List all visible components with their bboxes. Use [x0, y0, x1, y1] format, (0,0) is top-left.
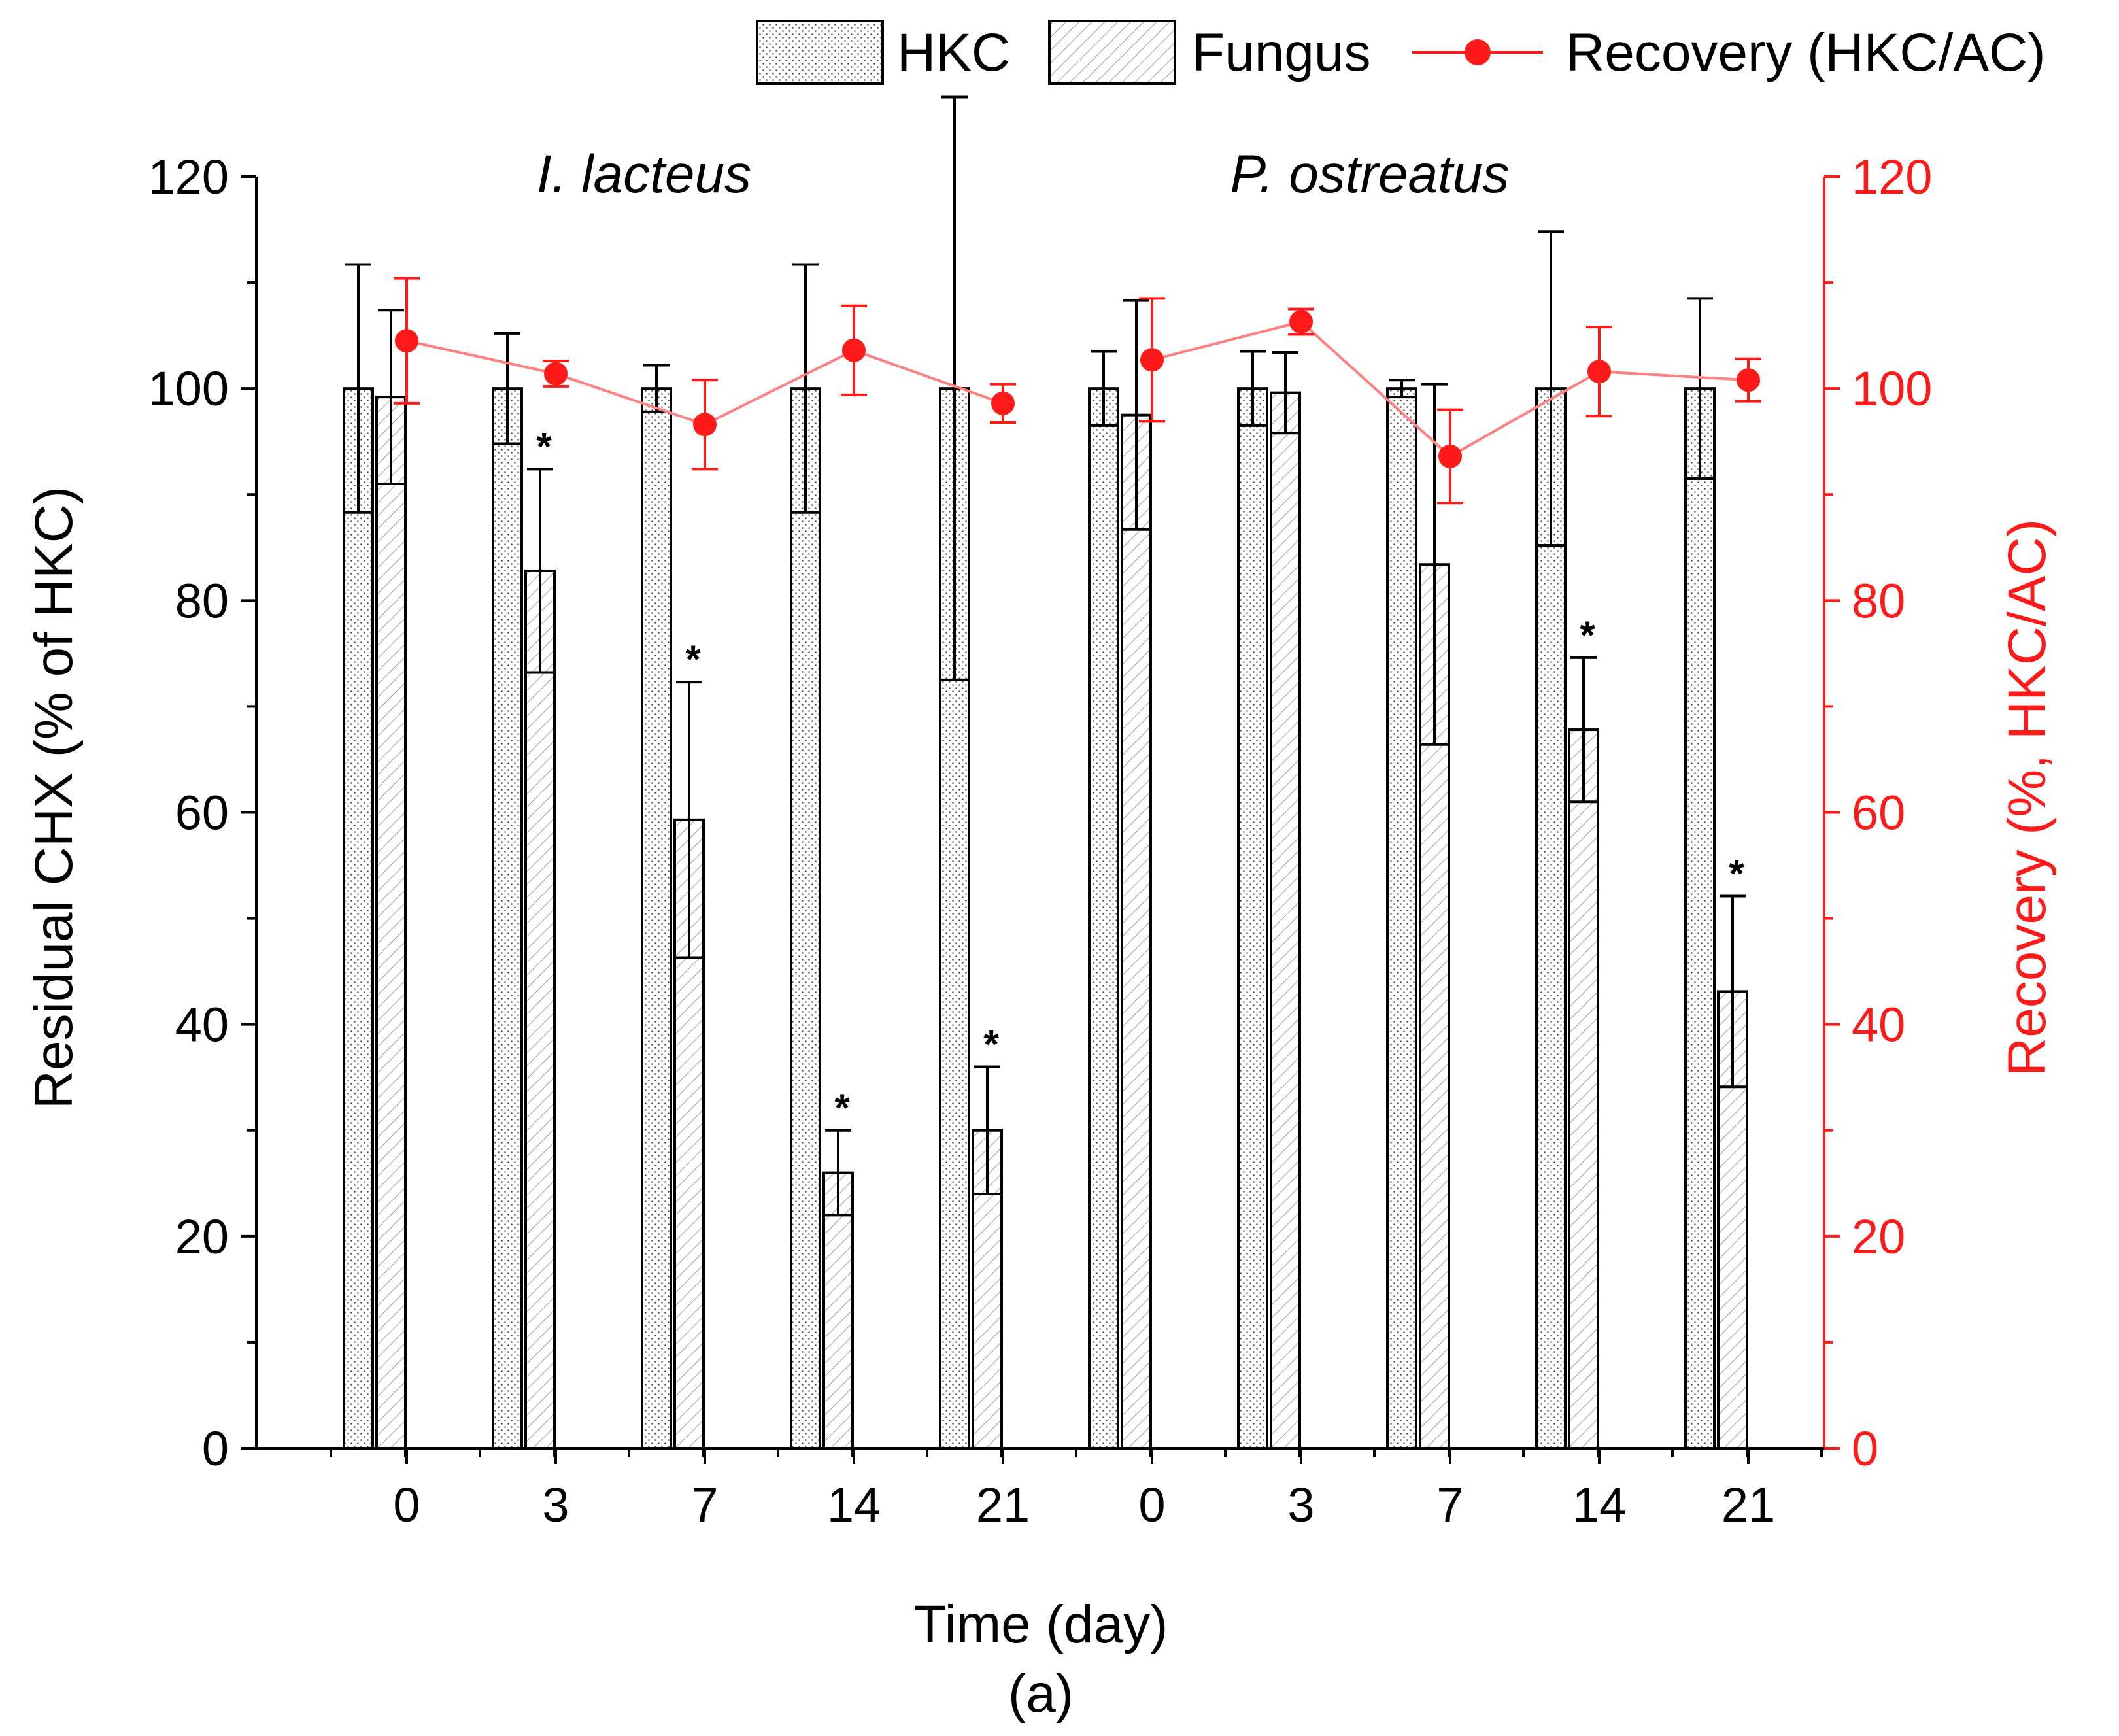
recovery-point	[1438, 444, 1462, 468]
bars: * * * * * *	[343, 95, 1748, 1450]
bar-fungus	[822, 1171, 854, 1450]
x-tick-label: 0	[1138, 1478, 1165, 1532]
legend-swatch-hkc	[756, 20, 884, 85]
y-tick-label: 60	[175, 786, 229, 840]
recovery-line	[394, 277, 1761, 505]
x-tick-label: 14	[1572, 1478, 1626, 1532]
significance-star: *	[1580, 613, 1595, 657]
bar-hkc	[1386, 387, 1417, 1450]
y-tick-label: 20	[175, 1210, 229, 1264]
y-tick-label: 40	[175, 998, 229, 1052]
recovery-point	[1289, 310, 1313, 334]
bar-hkc	[343, 387, 374, 1450]
bar-fungus	[1121, 413, 1152, 1450]
y-tick-label: 100	[148, 362, 229, 416]
y2-tick-label: 60	[1852, 786, 1905, 840]
significance-star: *	[685, 638, 701, 681]
bar-hkc	[1684, 387, 1716, 1450]
y-tick-label: 0	[202, 1421, 229, 1476]
recovery-point	[1587, 360, 1611, 384]
recovery-point	[544, 362, 568, 386]
x-tick-label: 3	[542, 1478, 569, 1532]
y2-tick-label: 0	[1852, 1421, 1878, 1476]
x-tick-label: 21	[1721, 1478, 1775, 1532]
x-tick-label: 21	[976, 1478, 1030, 1532]
y-tick-label: 120	[148, 150, 229, 204]
y2-tick-label: 20	[1852, 1210, 1905, 1264]
bar-fungus	[375, 396, 407, 1450]
significance-star: *	[983, 1023, 999, 1066]
significance-star: *	[536, 424, 552, 468]
x-tick-label: 7	[691, 1478, 718, 1532]
bar-hkc	[492, 387, 523, 1450]
recovery-point	[991, 391, 1015, 415]
bar-hkc	[1088, 387, 1119, 1450]
bar-fungus	[524, 569, 556, 1450]
bar-hkc	[939, 387, 970, 1450]
y2-tick-label: 100	[1852, 362, 1932, 416]
recovery-point	[842, 338, 866, 362]
recovery-point	[395, 329, 418, 353]
y2-tick-label: 40	[1852, 998, 1905, 1052]
group-title-p-ostreatus: P. ostreatus	[1230, 145, 1510, 204]
x-tick-label: 14	[827, 1478, 881, 1532]
bar-fungus	[1568, 728, 1599, 1450]
recovery-point	[1737, 368, 1760, 392]
x-tick-label: 7	[1436, 1478, 1463, 1532]
y-axis-title: Residual CHX (% of HKC)	[24, 486, 84, 1109]
legend-label-hkc: HKC	[897, 23, 1010, 82]
axes: 0 0 20 20 40 40 60 60 80 80 100 100 120 120 0 3 7 14 21 0 3 7…	[148, 150, 1933, 1532]
legend-swatch-fungus	[1048, 20, 1176, 85]
x-tick-label: 0	[393, 1478, 420, 1532]
significance-star: *	[834, 1086, 850, 1130]
bar-fungus	[1270, 391, 1301, 1450]
bar-hkc	[641, 387, 672, 1450]
x-tick-label: 3	[1287, 1478, 1314, 1532]
significance-star: *	[1729, 852, 1744, 896]
bar-hkc	[1535, 387, 1567, 1450]
bar-hkc	[1237, 387, 1268, 1450]
bar-hkc	[790, 387, 821, 1450]
group-title-i-lacteus: I. lacteus	[537, 145, 751, 204]
y2-axis-title: Recovery (%, HKC/AC)	[1997, 519, 2057, 1076]
y2-tick-label: 80	[1852, 573, 1905, 628]
legend: HKC Fungus Recovery (HKC/AC)	[756, 20, 2046, 85]
figure-caption: (a)	[1008, 1664, 1074, 1724]
recovery-point	[1140, 348, 1164, 372]
recovery-point	[693, 413, 717, 437]
x-axis-title: Time (day)	[914, 1595, 1168, 1654]
y-tick-label: 80	[175, 573, 229, 628]
legend-label-recovery: Recovery (HKC/AC)	[1566, 23, 2046, 82]
y2-tick-label: 120	[1852, 150, 1932, 204]
legend-label-fungus: Fungus	[1192, 23, 1371, 82]
legend-swatch-recovery-marker	[1465, 39, 1491, 65]
